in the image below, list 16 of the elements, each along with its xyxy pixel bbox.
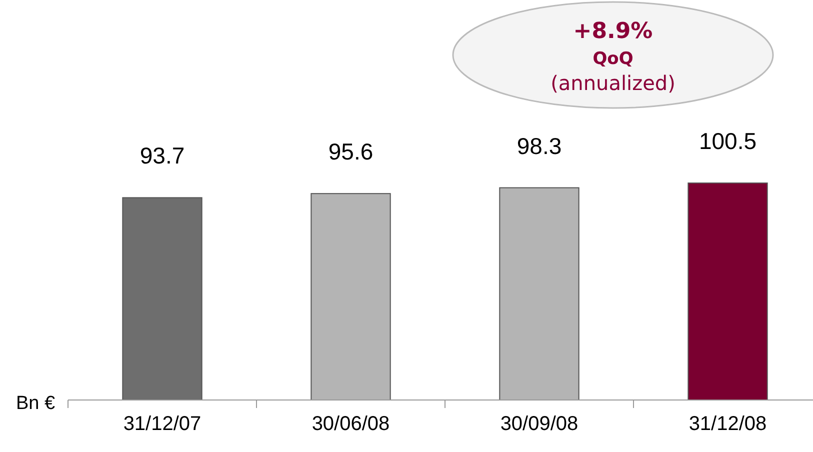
x-tick-label: 30/06/08 [312, 413, 390, 435]
x-tick-label: 31/12/07 [123, 413, 202, 435]
data-label: 98.3 [516, 132, 562, 159]
text: QoQ [592, 49, 634, 69]
bar [310, 193, 391, 400]
y-axis-title: Bn € [16, 393, 56, 414]
x-tick-label: 30/09/08 [500, 413, 578, 435]
x-tick-label: 31/12/08 [688, 413, 767, 435]
bar [122, 197, 202, 400]
bar [688, 182, 768, 400]
text: +8.9% [573, 19, 653, 44]
data-label: 95.6 [328, 138, 374, 165]
text: (annualized) [550, 71, 676, 95]
bar [499, 187, 580, 400]
data-label: 100.5 [698, 128, 757, 154]
data-label: 93.7 [140, 142, 185, 169]
